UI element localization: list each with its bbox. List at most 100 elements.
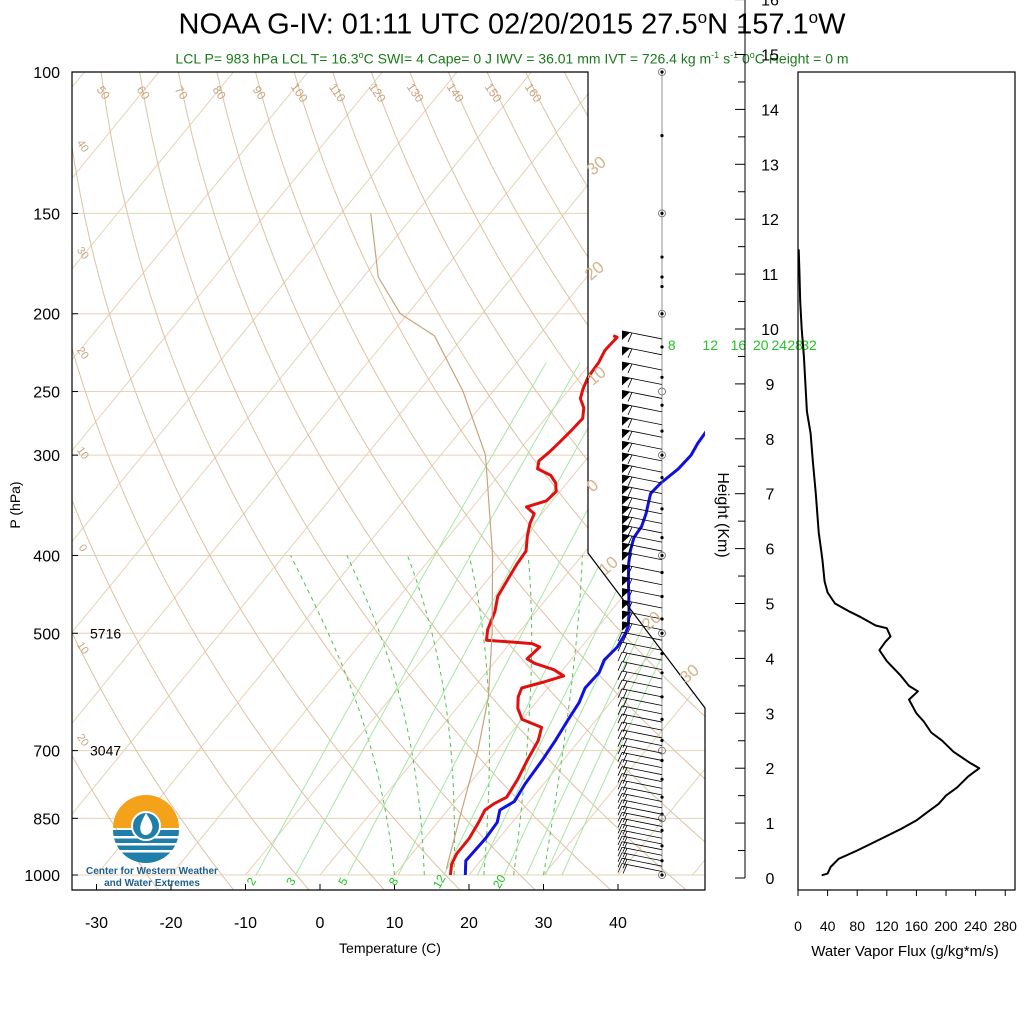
wind-barb-flag	[622, 475, 630, 485]
title-prefix: NOAA G-IV: 01:11 UTC 02/20/2015 27.5	[178, 8, 698, 41]
subtitle-degree-2: o	[749, 50, 755, 60]
wind-level-circle	[658, 68, 666, 76]
wind-barb-flag	[622, 452, 630, 462]
left-isotherm-label: 20	[74, 345, 91, 362]
cw3e-logo	[100, 786, 240, 896]
wind-barb-tick	[622, 836, 628, 847]
wind-barb-flag	[622, 330, 630, 340]
wind-barb-tick	[617, 729, 623, 740]
wind-barb-flag	[622, 599, 630, 609]
wind-barb-shaft	[621, 533, 663, 543]
wind-barb-tick	[627, 418, 633, 428]
wind-barb-flag	[622, 361, 630, 371]
subtitle-height: C Height = 0 m	[754, 50, 849, 67]
wind-barb-tick	[627, 392, 633, 402]
wind-barb-tick	[617, 713, 623, 724]
wind-barb-shaft	[621, 524, 663, 534]
height-tick-label: 12	[761, 212, 779, 229]
y-tick-label: 200	[33, 307, 60, 324]
wind-staff-dot	[660, 671, 664, 675]
isotherm-line	[394, 495, 705, 876]
y-tick-label: 250	[33, 385, 60, 402]
wind-barb-shaft	[621, 841, 663, 851]
isotherm-line	[468, 586, 705, 876]
mixing-ratio-line	[561, 564, 705, 876]
mixing-ratio-label: 28	[787, 337, 803, 353]
wind-barb-tick	[622, 794, 628, 804]
wind-barb-tick	[622, 831, 628, 841]
wind-barb-tick	[627, 544, 633, 555]
subtitle-zero: 0	[738, 50, 750, 67]
left-isotherm-label: 30	[74, 245, 91, 262]
x-tick-label: 30	[535, 915, 553, 932]
mixing-ratio-line	[255, 362, 547, 876]
chart-subtitle: LCL P= 983 hPa LCL T= 16.3oC SWI= 4 Cape…	[0, 50, 1024, 67]
dry-adiabat-line	[293, 72, 705, 718]
wind-barb-shaft	[621, 721, 663, 731]
left-isotherm-label: 10	[74, 640, 91, 657]
wind-staff-dot	[660, 535, 664, 540]
wind-barb-flag	[622, 464, 630, 474]
mixing-ratio-line	[347, 362, 626, 876]
wind-barb-tick	[627, 553, 633, 563]
dewpoint-profile-line	[448, 334, 619, 876]
flux-x-tick-label: 40	[820, 918, 836, 934]
wind-barb-shaft	[621, 679, 663, 689]
height-tick-label: 10	[761, 322, 779, 339]
wind-barb-flag	[622, 621, 630, 631]
subtitle-stats: C SWI= 4 Cape= 0 J IWV = 36.01 mm IVT = …	[363, 50, 712, 67]
mixing-ratio-line	[397, 362, 668, 876]
wind-staff-dot	[660, 570, 664, 575]
wind-barb-tick	[627, 507, 633, 517]
wind-barb-tick	[627, 590, 633, 600]
wind-barb-shaft	[621, 729, 663, 739]
wind-barb-tick	[617, 852, 623, 862]
wind-barb-tick	[627, 526, 633, 537]
height-tick-label: 16	[761, 0, 779, 10]
flux-frame	[797, 71, 1016, 891]
wind-barb-shaft	[621, 752, 663, 761]
skew-t-frame	[71, 71, 706, 891]
wind-barb-tick	[622, 680, 628, 691]
wind-barb-tick	[627, 465, 633, 476]
height-tick-label: 14	[761, 102, 779, 119]
wind-barb-tick	[622, 738, 628, 748]
wind-level-circle	[658, 451, 666, 460]
isotherm-line	[72, 72, 532, 634]
wind-barb-shaft	[621, 835, 663, 845]
wind-barb-tick	[617, 847, 623, 857]
y-tick-label: 100	[33, 65, 60, 82]
wind-barb-flag	[622, 543, 630, 553]
wind-barb-tick	[622, 662, 628, 672]
wind-barb-tick	[617, 632, 623, 642]
wind-barb-tick	[622, 807, 628, 817]
wind-barb-tick	[627, 623, 633, 633]
wind-barb-shaft	[621, 576, 663, 586]
wind-staff-dot	[660, 429, 664, 433]
wind-barb-tick	[627, 443, 633, 453]
height-tick-label: 0	[766, 871, 775, 888]
wind-level-circle	[658, 551, 666, 560]
wind-barb-shaft	[621, 670, 663, 680]
wind-barb-tick	[617, 721, 623, 732]
wind-barb-tick	[617, 793, 623, 803]
logo-wave-line	[115, 843, 177, 846]
wind-barb-tick	[627, 405, 633, 416]
wind-barb-tick	[627, 612, 633, 623]
wind-barb-tick	[622, 853, 628, 863]
wind-level-circle	[658, 629, 666, 638]
mixing-ratio-line	[544, 534, 705, 876]
wind-barb-shaft	[621, 651, 663, 661]
wind-barb-shaft	[621, 786, 663, 796]
wind-barb-flag	[622, 611, 630, 621]
dry-adiabat-line	[72, 631, 235, 890]
wind-barb-tick	[622, 745, 628, 756]
left-isotherm-label: 20	[74, 732, 91, 749]
wind-barb-tick	[622, 825, 628, 835]
wind-barb-tick	[617, 766, 623, 776]
wind-barb-shaft	[621, 846, 663, 856]
wind-level-circle	[658, 814, 666, 823]
wind-barb-shaft	[621, 697, 663, 706]
flux-x-tick-label: 120	[875, 918, 899, 934]
